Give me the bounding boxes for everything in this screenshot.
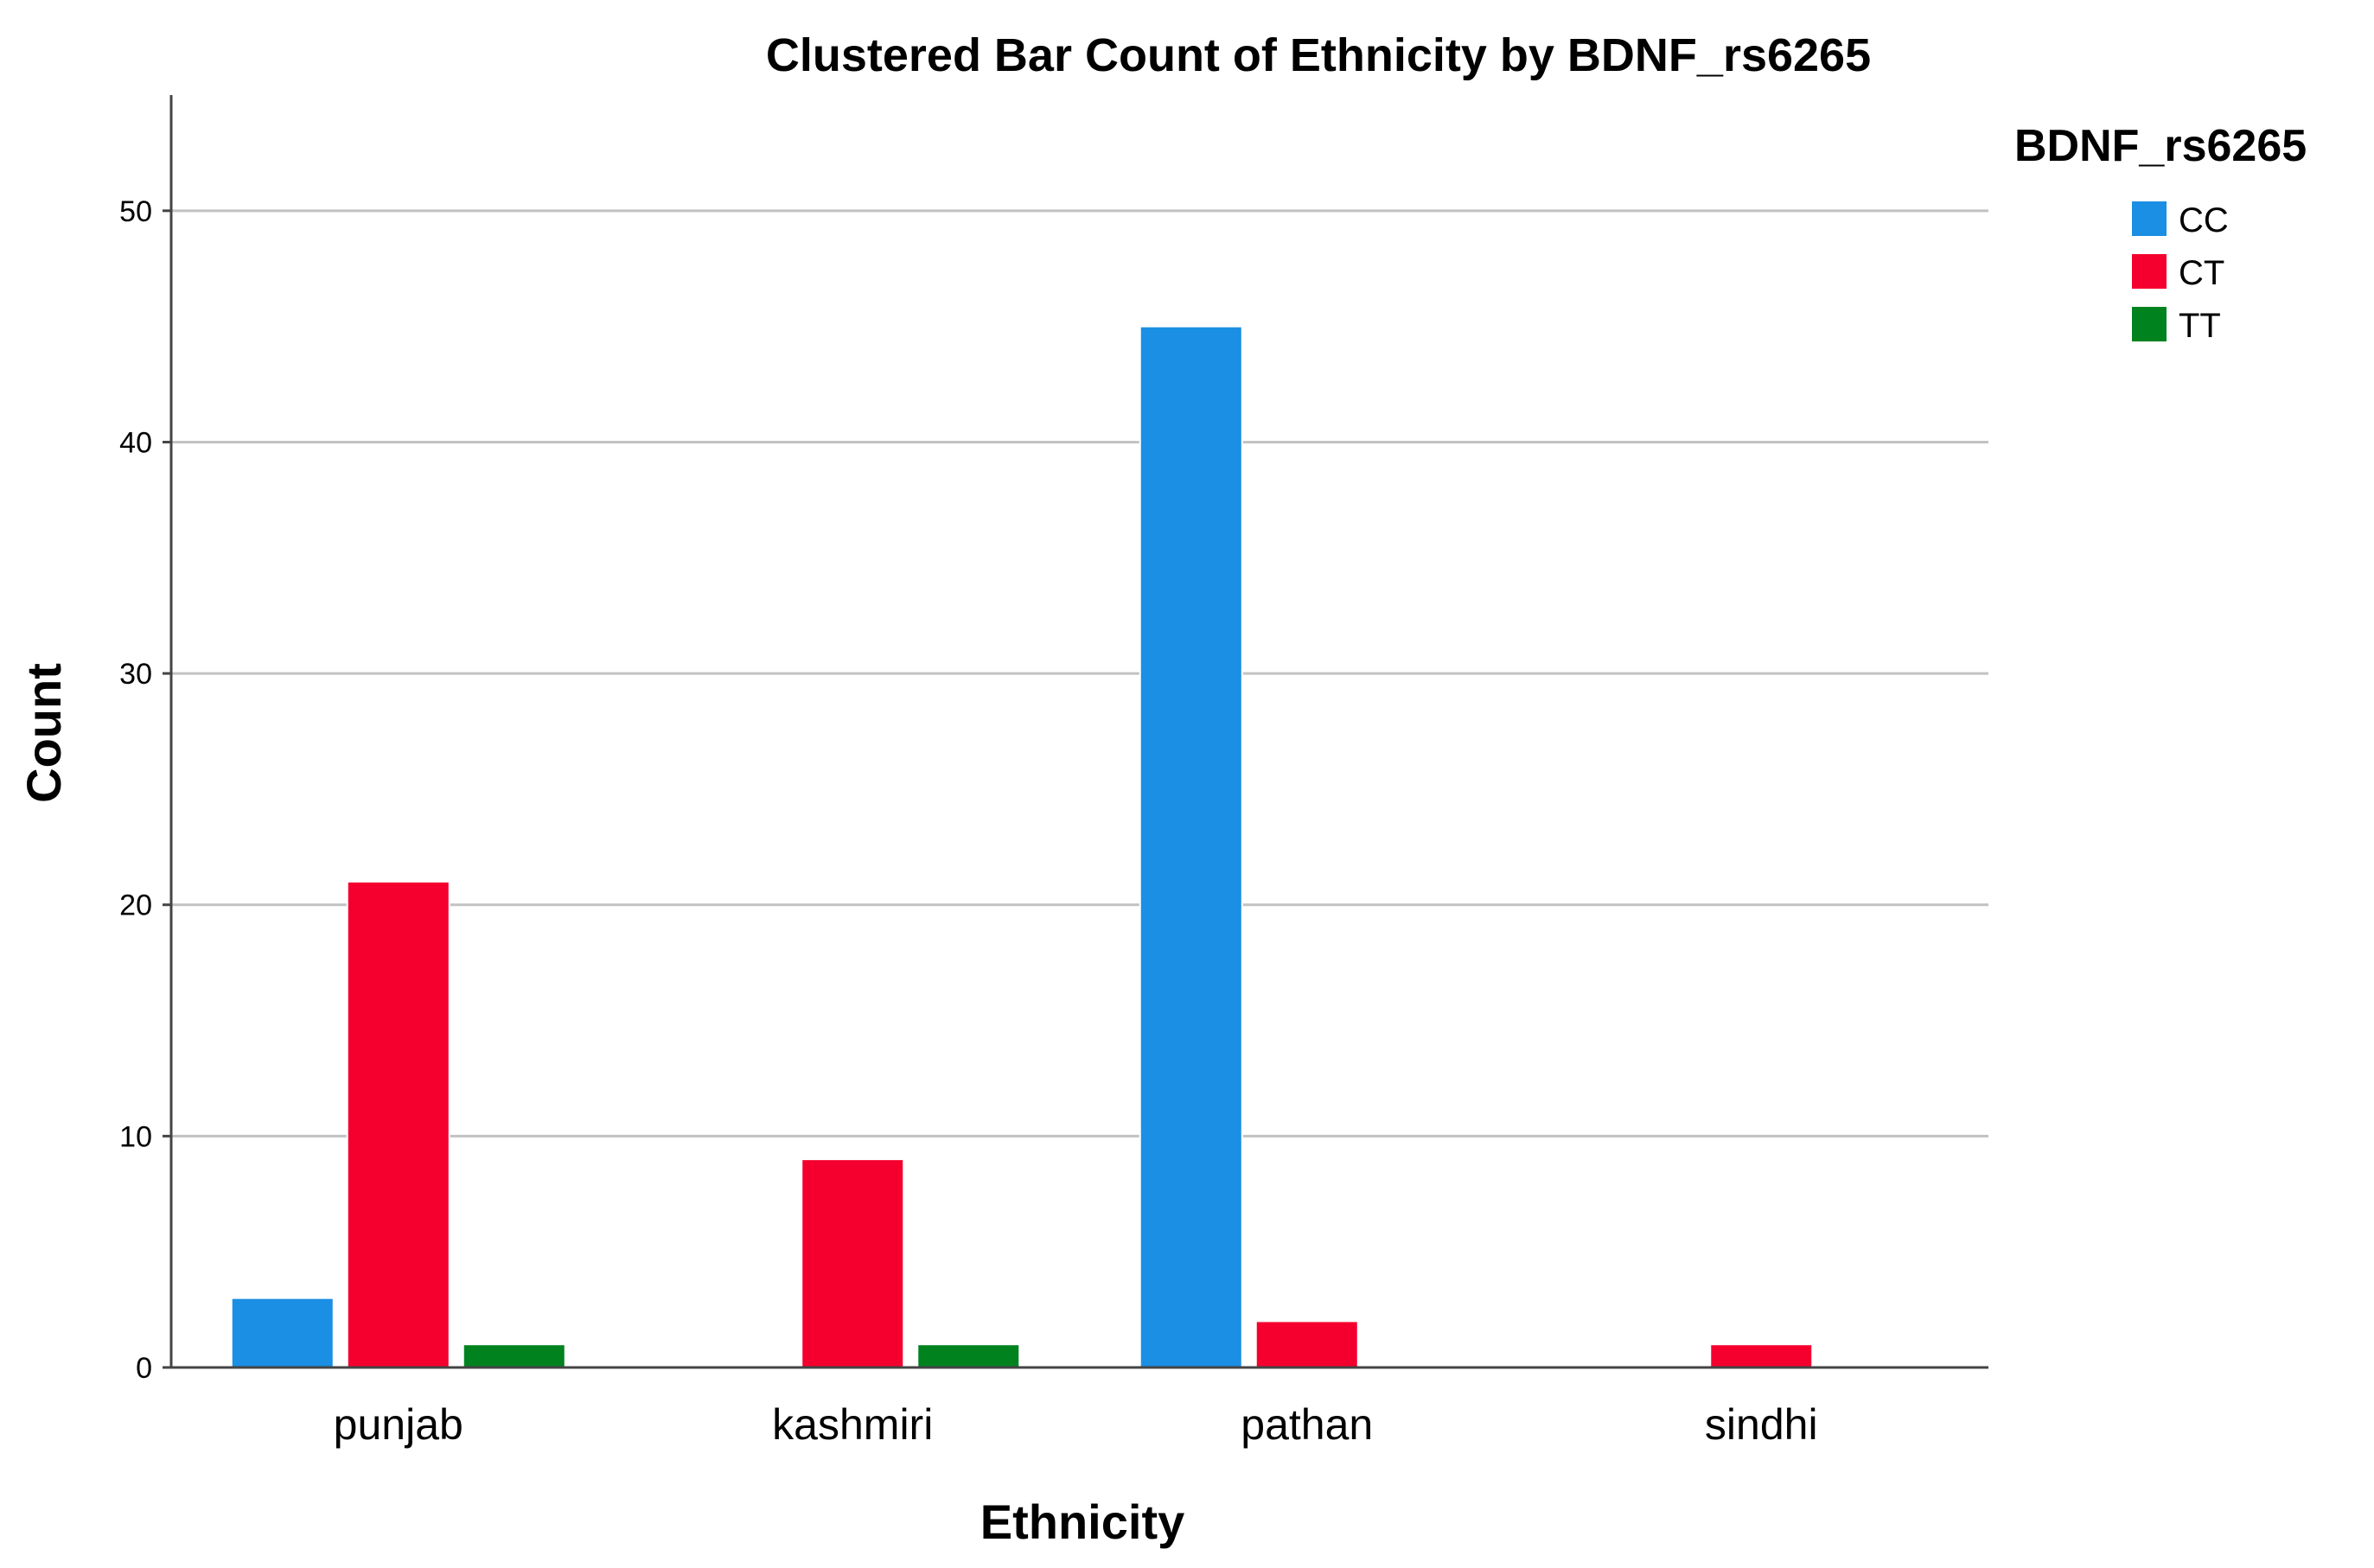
- legend-label-CC: CC: [2179, 201, 2229, 239]
- bar-kashmiri-CT: [801, 1158, 905, 1369]
- y-tick-label: 30: [119, 658, 152, 691]
- bar-pathan-CC: [1139, 325, 1243, 1368]
- x-tick-label-sindhi: sindhi: [1705, 1400, 1818, 1449]
- bar-punjab-TT: [462, 1343, 566, 1368]
- bar-punjab-CT: [346, 880, 450, 1368]
- x-axis-ticks: punjab kashmiri pathan sindhi: [334, 1400, 1818, 1449]
- legend: BDNF_rs6265 CC CT TT: [2014, 121, 2307, 345]
- bar-pathan-CT: [1254, 1320, 1359, 1369]
- legend-label-TT: TT: [2179, 307, 2221, 345]
- x-tick-label-kashmiri: kashmiri: [772, 1400, 933, 1449]
- x-tick-label-pathan: pathan: [1241, 1400, 1373, 1449]
- legend-items: CC CT TT: [2132, 201, 2229, 345]
- y-tick-label: 20: [119, 889, 152, 922]
- bar-punjab-CC: [230, 1297, 335, 1369]
- y-axis-ticks: 0 10 20 30 40 50: [119, 195, 171, 1385]
- gridlines: [171, 209, 1988, 1138]
- y-axis-title: Count: [16, 663, 71, 803]
- legend-label-CT: CT: [2179, 254, 2224, 292]
- legend-swatch-TT: [2132, 307, 2167, 341]
- bars: [230, 325, 1814, 1369]
- chart-title: Clustered Bar Count of Ethnicity by BDNF…: [766, 29, 1871, 81]
- x-axis-title: Ethnicity: [980, 1495, 1184, 1549]
- bar-sindhi-CT: [1709, 1343, 1814, 1368]
- legend-swatch-CC: [2132, 201, 2167, 236]
- x-tick-label-punjab: punjab: [334, 1400, 463, 1449]
- y-tick-label: 50: [119, 195, 152, 228]
- y-tick-label: 10: [119, 1120, 152, 1153]
- legend-swatch-CT: [2132, 254, 2167, 289]
- legend-title: BDNF_rs6265: [2014, 121, 2307, 171]
- y-tick-label: 40: [119, 426, 152, 459]
- bar-kashmiri-TT: [916, 1343, 1021, 1368]
- y-tick-label: 0: [136, 1352, 152, 1385]
